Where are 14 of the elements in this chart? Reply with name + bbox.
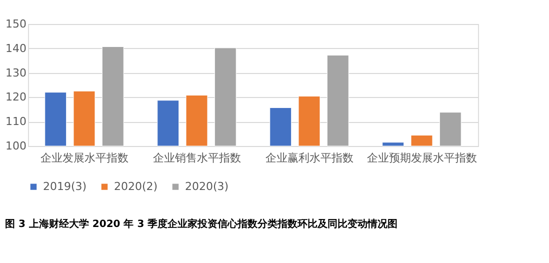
caption: 图 3 上海财经大学 2020 年 3 季度企业家投资信心指数分类指数环比及同比变动情况图 — [5, 218, 398, 230]
x-tick-label: 企业赢利水平指数 — [265, 152, 354, 164]
x-tick-label: 企业预期发展水平指数 — [366, 152, 477, 164]
x-tick-label: 企业发展水平指数 — [40, 152, 128, 164]
x-tick-label: 企业销售水平指数 — [152, 152, 241, 164]
y-tick-label: 120 — [6, 90, 26, 104]
legend-label: 2019(3) — [43, 180, 87, 193]
y-tick-label: 110 — [6, 115, 26, 128]
legend-label: 2020(3) — [185, 180, 229, 193]
y-tick-label: 130 — [6, 66, 26, 80]
legend-label: 2020(2) — [114, 180, 158, 193]
y-tick-label: 140 — [6, 42, 26, 55]
y-tick-label: 150 — [6, 18, 26, 30]
y-tick-label: 100 — [6, 140, 26, 152]
